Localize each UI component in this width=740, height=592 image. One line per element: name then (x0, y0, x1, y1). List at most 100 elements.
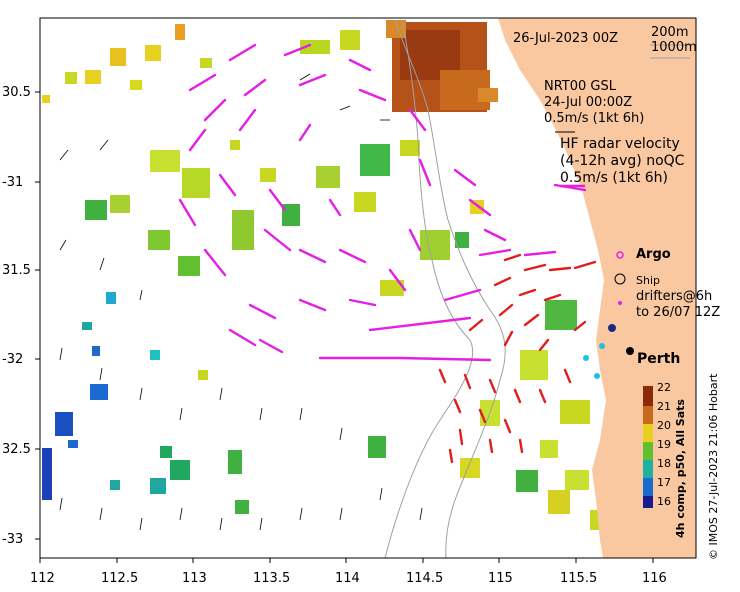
radar-avg: (4-12h avg) noQC (560, 153, 685, 169)
sst-patch (316, 166, 340, 188)
argo-label: Argo (636, 247, 671, 262)
colorbar-segment (643, 386, 653, 406)
sst-patch (230, 140, 240, 150)
sst-patch (260, 168, 276, 182)
background-arrows (59, 73, 423, 531)
sst-patch (360, 144, 390, 176)
sst-patch (92, 346, 100, 356)
sst-patch (42, 95, 50, 103)
sst-patch (420, 230, 450, 260)
sst-patch (548, 490, 570, 514)
sst-patch (400, 140, 420, 156)
x-tick: 114.5 (406, 571, 444, 586)
sst-patch (90, 384, 108, 400)
city-label: Perth (637, 351, 681, 367)
colorbar (643, 386, 653, 508)
argo-symbol (616, 251, 624, 259)
x-tick: 115.5 (560, 571, 598, 586)
sst-patch (106, 292, 116, 304)
sst-patch (145, 45, 161, 61)
y-tick: -31 (2, 175, 24, 190)
sst-patch (368, 436, 386, 458)
x-tick: 114 (335, 571, 360, 586)
sst-patch (540, 440, 558, 458)
drifters-date: to 26/07 12Z (636, 305, 721, 320)
sst-patch (85, 200, 107, 220)
sst-patch (150, 150, 180, 172)
colorbar-label: 4h comp, p50, All Sats (674, 399, 687, 538)
colorbar-tick: 22 (657, 381, 671, 394)
ship-symbol (614, 273, 626, 285)
sst-patch (460, 458, 480, 478)
drifters-label: drifters@6h (636, 289, 713, 304)
colorbar-tick: 19 (657, 438, 671, 451)
sst-patch (228, 450, 242, 474)
sst-patch (545, 300, 577, 330)
sst-patch (182, 168, 210, 198)
y-tick: 31.5 (2, 263, 31, 278)
sst-patch (110, 195, 130, 213)
sst-patch (160, 446, 172, 458)
sst-patches (42, 20, 602, 530)
sst-patch (386, 20, 406, 38)
y-tick: 32.5 (2, 442, 31, 457)
model-scale: 0.5m/s (1kt 6h) (544, 111, 645, 126)
sst-patch (235, 500, 249, 514)
sst-patch (354, 192, 376, 212)
drifter-marker (599, 343, 605, 349)
radar-title: HF radar velocity (560, 136, 680, 152)
colorbar-segment (643, 442, 653, 460)
sst-patch (232, 210, 254, 250)
sst-patch (110, 48, 126, 66)
sst-patch (455, 232, 469, 248)
plot-frame (39, 17, 697, 559)
sst-patch (516, 470, 538, 492)
colorbar-segment (643, 406, 653, 424)
sst-patch (560, 400, 590, 424)
ship-label: Ship (636, 274, 660, 287)
y-tick: -33 (2, 532, 24, 547)
sst-patch (68, 440, 78, 448)
drifter-marker (594, 373, 600, 379)
sst-patch (65, 72, 77, 84)
x-tick: 116 (642, 571, 667, 586)
colorbar-tick: 21 (657, 400, 671, 413)
sst-patch (198, 370, 208, 380)
colorbar-tick: 17 (657, 476, 671, 489)
colorbar-tick: 18 (657, 457, 671, 470)
isobath-200m (394, 19, 506, 559)
sst-patch (55, 412, 73, 436)
colorbar-segment (643, 478, 653, 496)
colorbar-segment (643, 496, 653, 508)
sst-patch (565, 470, 589, 490)
x-tick: 112 (30, 571, 55, 586)
sst-patch (200, 58, 212, 68)
y-tick: -32 (2, 352, 24, 367)
sst-patch (520, 350, 548, 380)
drifter-marker (608, 324, 616, 332)
sst-patch (380, 280, 404, 296)
y-tick: 30.5 (2, 85, 31, 100)
model-title: NRT00 GSL (544, 79, 616, 94)
coastal-markers (583, 324, 634, 379)
x-tick: 115 (488, 571, 513, 586)
model-date: 24-Jul 00:00Z (544, 95, 633, 110)
sst-patch (148, 230, 170, 250)
radar-velocity-arrows (438, 253, 597, 464)
perth-marker (626, 347, 634, 355)
sst-patch (110, 480, 120, 490)
sst-patch (150, 478, 166, 494)
date-label: 26-Jul-2023 00Z (513, 31, 618, 46)
drifter-symbol (618, 301, 622, 305)
colorbar-segment (643, 424, 653, 442)
sst-patch (300, 40, 330, 54)
radar-scale: 0.5m/s (1kt 6h) (560, 170, 669, 186)
sst-patch (340, 30, 360, 50)
sst-patch (178, 256, 200, 276)
sst-patch (42, 448, 52, 500)
x-tick: 113.5 (253, 571, 291, 586)
colorbar-tick: 16 (657, 495, 671, 508)
axis-ticks (35, 91, 654, 563)
depth-label-1000m: 1000m (651, 40, 697, 55)
